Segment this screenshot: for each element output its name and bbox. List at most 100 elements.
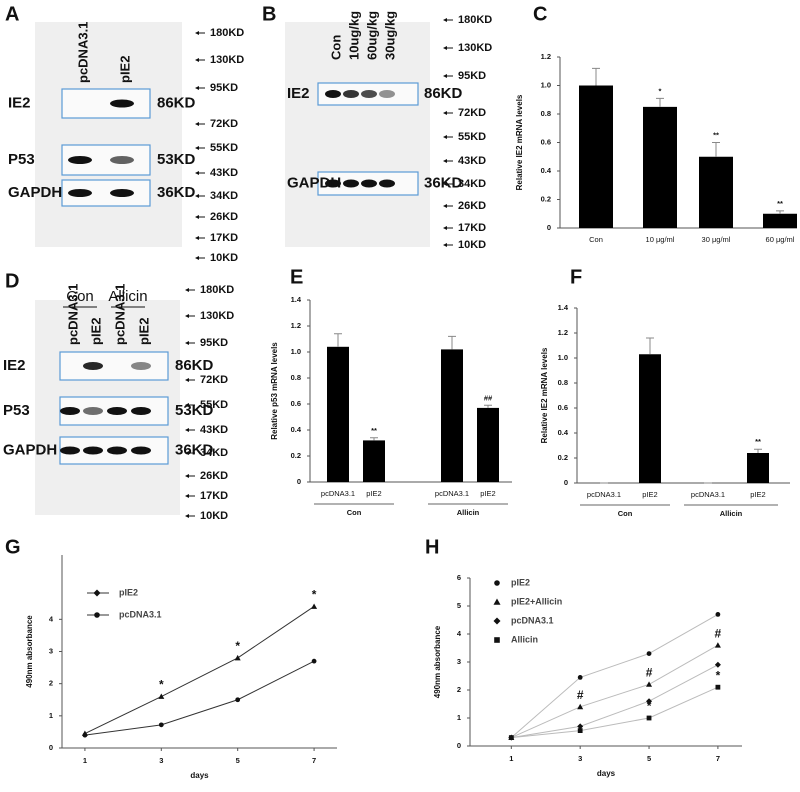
blot-strip <box>59 351 169 381</box>
marker-arrowhead <box>195 86 199 90</box>
band <box>83 446 103 455</box>
marker-arrowhead <box>443 135 447 139</box>
point <box>311 658 317 664</box>
y-tick-label: 1.2 <box>291 321 301 330</box>
marker-arrowhead <box>443 18 447 22</box>
x-tick-label: 3 <box>159 756 163 765</box>
y-tick-label: 2 <box>457 685 461 694</box>
marker-label: 34KD <box>200 447 228 459</box>
y-tick-label: 1.2 <box>558 328 568 337</box>
y-tick-label: 3 <box>49 646 53 655</box>
bar <box>327 346 349 482</box>
point <box>158 722 164 728</box>
y-axis-title: 490nm absorbance <box>433 625 442 698</box>
x-tick-label: pcDNA3.1 <box>321 489 355 498</box>
series-line <box>510 613 719 738</box>
marker-label: 95KD <box>200 337 228 349</box>
point <box>235 697 241 703</box>
marker-label: 34KD <box>458 178 486 190</box>
marker-label: 130KD <box>200 310 234 322</box>
marker-arrowhead <box>195 256 199 260</box>
marker-label: 130KD <box>458 42 492 54</box>
marker-arrowhead <box>185 474 189 478</box>
band <box>343 90 359 98</box>
x-tick-label: 5 <box>647 754 651 763</box>
y-axis-title: Relative IE2 mRNA levels <box>540 347 549 443</box>
bar <box>579 85 613 228</box>
y-tick-label: 0.2 <box>558 453 568 462</box>
marker-arrowhead <box>443 46 447 50</box>
lane-label: pcDNA3.1 <box>112 284 127 345</box>
x-tick-label: 60 μg/ml <box>766 235 795 244</box>
x-tick-label: pIE2 <box>750 490 765 499</box>
row-label: P53 <box>3 402 30 419</box>
size-label: 53KD <box>175 402 214 419</box>
band <box>107 407 127 415</box>
legend-label: pcDNA3.1 <box>119 609 162 619</box>
marker-label: 17KD <box>458 222 486 234</box>
marker-arrowhead <box>443 243 447 247</box>
marker-arrowhead <box>185 403 189 407</box>
lane-label: 30ug/kg <box>382 11 397 60</box>
significance: * <box>312 588 317 602</box>
y-tick-label: 6 <box>457 573 461 582</box>
y-tick-label: 2 <box>49 679 53 688</box>
marker-arrowhead <box>195 122 199 126</box>
marker-arrowhead <box>195 215 199 219</box>
y-tick-label: 1.0 <box>558 353 568 362</box>
significance: # <box>577 688 584 702</box>
row-label: GAPDH <box>8 184 62 201</box>
marker-label: 17KD <box>210 232 238 244</box>
bar <box>747 453 769 483</box>
lane-label: pIE2 <box>117 56 132 83</box>
band <box>379 90 395 98</box>
y-tick-label: 0.8 <box>541 109 551 118</box>
panel-label: B <box>262 3 276 25</box>
error-bar <box>754 448 762 453</box>
marker-arrowhead <box>185 341 189 345</box>
x-tick-label: pIE2 <box>480 489 495 498</box>
group-label: Con <box>66 288 94 305</box>
band <box>343 179 359 188</box>
point <box>577 703 584 710</box>
error-bar <box>370 437 378 441</box>
legend-symbol <box>493 617 501 625</box>
band <box>68 156 92 164</box>
band <box>110 156 134 164</box>
y-tick-label: 0.8 <box>558 378 568 387</box>
significance: * <box>235 639 240 653</box>
panel-label: A <box>5 3 19 25</box>
legend-label: pIE2 <box>119 587 138 597</box>
x-tick-label: pcDNA3.1 <box>435 489 469 498</box>
x-tick-label: 30 μg/ml <box>702 235 731 244</box>
point <box>577 723 584 730</box>
y-tick-label: 0 <box>49 743 53 752</box>
marker-label: 95KD <box>210 82 238 94</box>
marker-label: 180KD <box>210 27 244 39</box>
panel-label: H <box>425 536 439 558</box>
bar <box>639 354 661 483</box>
series-line <box>511 644 719 739</box>
marker-arrowhead <box>185 378 189 382</box>
marker-label: 26KD <box>200 470 228 482</box>
series-line <box>511 686 719 739</box>
y-axis-title: 490nm absorbance <box>25 615 34 688</box>
row-label: GAPDH <box>287 174 341 191</box>
x-tick-label: pcDNA3.1 <box>691 490 725 499</box>
significance: ** <box>371 426 377 435</box>
point <box>646 698 653 705</box>
bar <box>643 106 677 228</box>
series-line <box>511 664 719 739</box>
marker-arrowhead <box>185 314 189 318</box>
band <box>60 446 80 455</box>
y-tick-label: 0 <box>297 477 301 486</box>
lane-label: pIE2 <box>136 318 151 345</box>
point <box>646 651 652 656</box>
series-line <box>84 660 315 736</box>
band <box>361 179 377 188</box>
significance: * <box>159 678 164 692</box>
x-tick-label: pIE2 <box>366 489 381 498</box>
size-label: 36KD <box>424 174 463 191</box>
group-label: Con <box>347 508 362 517</box>
band <box>325 179 341 188</box>
